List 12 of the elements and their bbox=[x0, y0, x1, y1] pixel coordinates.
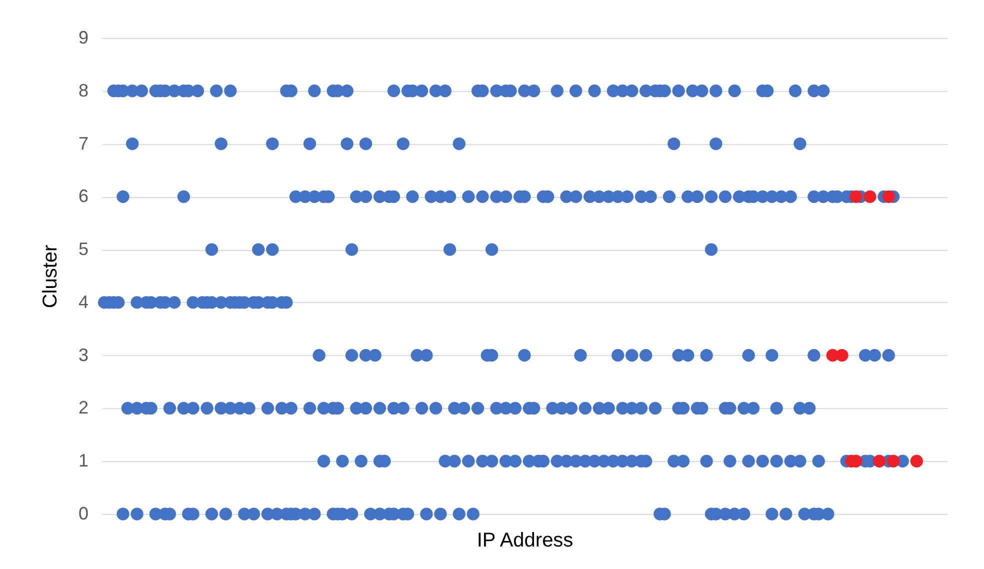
x-axis-title: IP Address bbox=[476, 530, 574, 552]
y-tick-label: 9 bbox=[78, 28, 88, 48]
y-tick-label: 5 bbox=[78, 239, 88, 260]
y-tick-label: 3 bbox=[78, 344, 88, 365]
y-tick-label: 7 bbox=[78, 133, 88, 154]
y-axis-title: Cluster bbox=[39, 244, 62, 308]
y-tick-label: 0 bbox=[78, 504, 88, 524]
y-tick-label: 8 bbox=[78, 80, 88, 100]
y-tick-label: 4 bbox=[78, 292, 88, 312]
y-tick-label: 2 bbox=[78, 398, 88, 418]
y-tick-label: 6 bbox=[78, 186, 88, 206]
y-tick-label: 1 bbox=[78, 450, 88, 471]
